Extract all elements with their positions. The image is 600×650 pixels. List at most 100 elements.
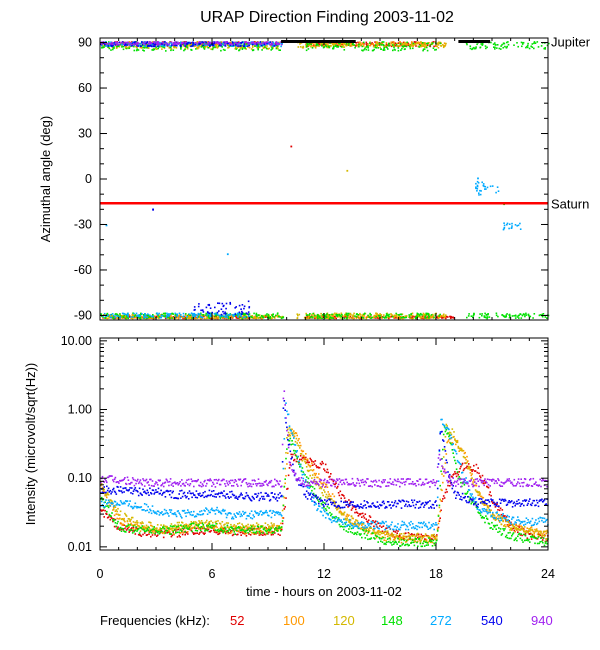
azimuth-point — [121, 312, 124, 315]
intensity-point — [475, 484, 478, 487]
azimuth-point — [433, 45, 435, 48]
azimuth-point — [172, 313, 175, 315]
azimuth-point — [222, 48, 225, 51]
azimuth-point — [477, 177, 479, 180]
intensity-point — [239, 531, 242, 534]
intensity-point — [151, 525, 154, 528]
azimuth-point — [115, 42, 117, 45]
azimuth-point — [176, 315, 179, 317]
intensity-point — [305, 462, 307, 465]
intensity-point — [224, 523, 226, 526]
azimuth-point — [348, 312, 350, 315]
azimuth-point — [259, 43, 261, 45]
intensity-point — [203, 526, 205, 529]
intensity-point — [287, 431, 290, 434]
intensity-point — [489, 491, 491, 493]
intensity-point — [181, 525, 183, 528]
intensity-point — [260, 533, 262, 536]
intensity-point — [229, 526, 231, 529]
azimuth-point — [349, 312, 352, 315]
azimuth-point — [146, 41, 149, 44]
intensity-point — [270, 531, 273, 533]
intensity-point — [519, 534, 522, 536]
intensity-point — [417, 532, 419, 535]
intensity-point — [175, 531, 177, 533]
azimuth-point — [322, 316, 324, 319]
intensity-point — [395, 535, 398, 538]
azimuth-point — [106, 43, 109, 45]
intensity-point — [116, 517, 118, 520]
intensity-point — [280, 528, 283, 531]
intensity-point — [133, 524, 136, 526]
intensity-point — [188, 523, 191, 526]
intensity-point — [351, 517, 354, 519]
intensity-point — [156, 534, 159, 536]
intensity-point — [252, 524, 255, 526]
intensity-point — [430, 535, 433, 537]
azimuth-point — [390, 42, 393, 45]
intensity-point — [480, 479, 483, 482]
azimuth-point — [175, 41, 178, 43]
intensity-point — [480, 495, 483, 498]
intensity-point — [390, 535, 392, 537]
intensity-point — [101, 509, 104, 512]
azimuth-point — [424, 46, 426, 49]
intensity-point — [198, 520, 200, 522]
azimuth-point — [349, 45, 351, 47]
azimuth-point — [127, 47, 129, 49]
azimuth-point — [258, 314, 261, 316]
intensity-point — [324, 491, 326, 493]
azimuth-point — [469, 47, 472, 50]
intensity-point — [445, 423, 448, 426]
azimuth-point — [527, 44, 529, 47]
intensity-point — [311, 469, 314, 472]
intensity-point — [221, 521, 224, 523]
azimuth-point — [546, 317, 548, 319]
azimuth-point — [185, 313, 187, 315]
intensity-point — [388, 534, 391, 537]
azimuth-point — [400, 313, 403, 316]
intensity-point — [148, 533, 150, 535]
azimuth-point — [422, 314, 425, 317]
azimuth-point — [373, 44, 375, 47]
intensity-point — [320, 463, 323, 466]
azimuth-point — [435, 45, 437, 47]
intensity-point — [436, 528, 439, 530]
azimuth-point — [102, 45, 104, 47]
azimuth-point — [298, 313, 301, 316]
intensity-point — [315, 483, 317, 486]
azimuth-point — [323, 46, 326, 48]
intensity-point — [403, 532, 405, 535]
intensity-point — [518, 524, 521, 526]
azimuth-point — [496, 44, 499, 46]
azimuth-point — [345, 312, 347, 314]
azimuth-point — [122, 316, 125, 319]
azimuth-point — [429, 316, 432, 319]
azimuth-point — [138, 317, 140, 319]
azimuth-point — [331, 317, 333, 319]
intensity-point — [405, 540, 408, 543]
intensity-point — [462, 449, 465, 452]
intensity-point — [447, 440, 449, 443]
azimuth-point — [324, 317, 326, 319]
azimuth-point — [527, 313, 530, 316]
intensity-point — [111, 503, 113, 505]
intensity-point — [184, 526, 186, 528]
intensity-point — [439, 510, 441, 513]
azimuth-point — [260, 44, 263, 47]
intensity-point — [146, 534, 149, 536]
azimuth-point — [117, 45, 119, 47]
intensity-point — [227, 532, 230, 535]
intensity-point — [399, 536, 402, 538]
azimuth-point — [322, 46, 325, 49]
azimuth-point — [280, 41, 282, 43]
azimuth-point — [202, 314, 204, 316]
azimuth-point — [207, 42, 210, 44]
azimuth-point — [219, 315, 221, 318]
azimuth-point — [132, 312, 134, 314]
azimuth-point — [362, 315, 364, 317]
azimuth-point — [359, 41, 361, 43]
intensity-point — [409, 536, 411, 538]
azimuth-point — [114, 316, 117, 319]
